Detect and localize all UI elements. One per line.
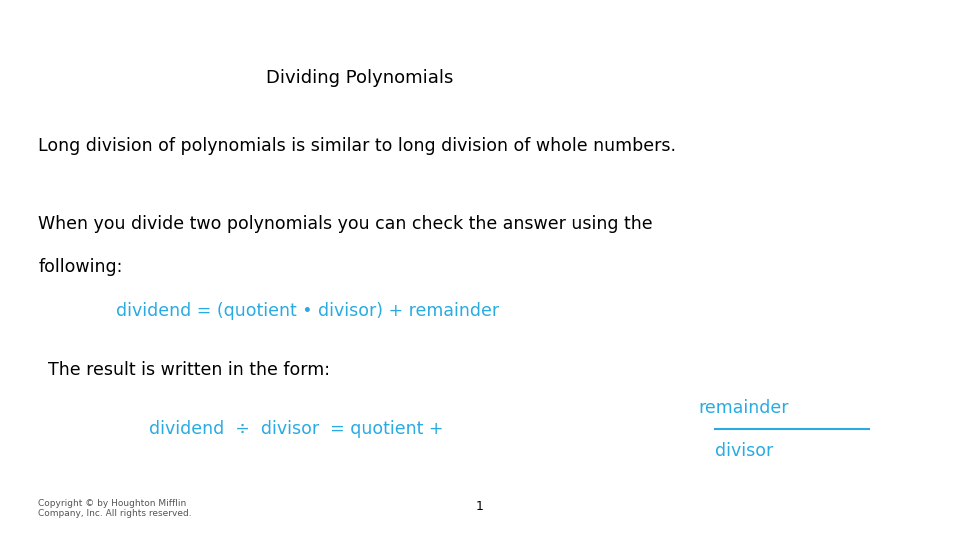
Text: divisor: divisor	[715, 442, 773, 460]
Text: Copyright © by Houghton Mifflin
Company, Inc. All rights reserved.: Copyright © by Houghton Mifflin Company,…	[38, 499, 192, 518]
Text: dividend  ÷  divisor  = quotient +: dividend ÷ divisor = quotient +	[149, 420, 449, 438]
Text: Dividing Polynomials: Dividing Polynomials	[266, 69, 454, 87]
Text: 1: 1	[476, 500, 484, 513]
Text: following:: following:	[38, 258, 123, 276]
Text: dividend = (quotient • divisor) + remainder: dividend = (quotient • divisor) + remain…	[115, 301, 499, 320]
Text: remainder: remainder	[699, 399, 789, 417]
Text: When you divide two polynomials you can check the answer using the: When you divide two polynomials you can …	[38, 215, 653, 233]
Text: Long division of polynomials is similar to long division of whole numbers.: Long division of polynomials is similar …	[38, 137, 677, 155]
Text: The result is written in the form:: The result is written in the form:	[48, 361, 330, 379]
